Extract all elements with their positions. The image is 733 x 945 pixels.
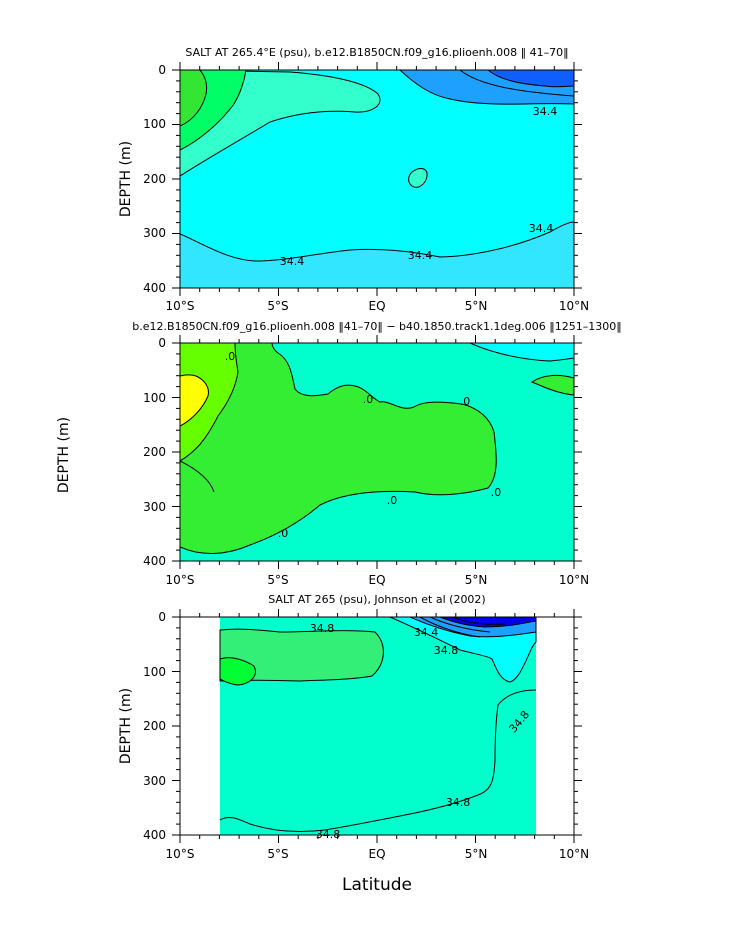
- panel-2-x-ticks: [179, 335, 575, 569]
- panel-2-contour-label-6: .0: [278, 527, 289, 540]
- panel-2-positive-anomaly-region: [180, 343, 497, 554]
- panel-2-contour-label-3: .0: [460, 395, 471, 408]
- panel-2-ytick-label: 300: [143, 500, 166, 514]
- panel-1-y-axis-label: DEPTH (m): [118, 141, 134, 217]
- panel-2-strong-anomaly-region: [180, 343, 239, 462]
- panel-3-xtick-label: 5°S: [267, 847, 288, 861]
- panel-1-title: SALT AT 265.4°E (psu), b.e12.B1850CN.f09…: [185, 46, 568, 59]
- panel-2-negative-anomaly-region: [469, 343, 574, 362]
- panel-1-contour-label-3: 34.4: [280, 255, 305, 268]
- panel-3-contour-label-5: 34.8: [446, 796, 471, 809]
- panel-3-inner-contour-2: [429, 617, 491, 633]
- panel-1-xtick-label: EQ: [368, 299, 385, 313]
- panel-3-ytick-label: 200: [143, 719, 166, 733]
- panel-2-title: b.e12.B1850CN.f09_g16.plioenh.008 ‖41–70…: [132, 320, 621, 333]
- panel-2-contour-label-1: .0: [225, 350, 236, 363]
- panel-3-ytick-label: 0: [158, 610, 166, 624]
- panel-1-freshest-core: [487, 70, 574, 88]
- panel-3: SALT AT 265 (psu), Johnson et al (2002) …: [118, 593, 589, 861]
- panel-2-contour-label-2: .0: [363, 393, 374, 406]
- panel-3-xtick-label: 5°N: [465, 847, 488, 861]
- panel-1-ytick-label: 0: [158, 63, 166, 77]
- panel-1: SALT AT 265.4°E (psu), b.e12.B1850CN.f09…: [118, 46, 589, 313]
- panel-2-axes: 10°S 5°S EQ 5°N 10°N 0 100 200 300 400 D…: [56, 335, 589, 587]
- panel-1-contour-label-1: 34.4: [533, 105, 558, 118]
- panel-1-xtick-label: 10°S: [166, 299, 195, 313]
- panel-3-contour-label-1: 34.8: [310, 622, 335, 635]
- panel-3-axes: 10°S 5°S EQ 5°N 10°N 0 100 200 300 400 D…: [118, 609, 589, 861]
- panel-1-ytick-label: 400: [143, 281, 166, 295]
- panel-1-axes: 10°S 5°S EQ 5°N 10°N 0 100 200 300 400 D…: [118, 62, 589, 313]
- x-axis-label: Latitude: [342, 875, 412, 895]
- panel-3-inner-contour-3: [451, 617, 506, 625]
- panel-1-highest-salinity-core: [180, 70, 208, 127]
- panel-2-xtick-label: EQ: [368, 573, 385, 587]
- panel-2-ytick-label: 100: [143, 391, 166, 405]
- panel-2-ytick-label: 200: [143, 445, 166, 459]
- panel-3-ytick-label: 400: [143, 828, 166, 842]
- panel-3-xtick-label: EQ: [368, 847, 385, 861]
- panel-1-contour-label-2: 34.4: [408, 249, 433, 262]
- panel-3-salty-surface-region: [219, 628, 384, 682]
- panel-1-xtick-label: 10°N: [559, 299, 589, 313]
- panel-3-xtick-label: 10°S: [166, 847, 195, 861]
- panel-2-inner-contour: [180, 460, 215, 493]
- panel-2-contour-label-4: .0: [491, 486, 502, 499]
- panel-3-xtick-label: 10°N: [559, 847, 589, 861]
- panel-1-ytick-label: 200: [143, 172, 166, 186]
- panel-2-xtick-label: 10°N: [559, 573, 589, 587]
- panel-1-deep-salty-region: [180, 221, 574, 288]
- panel-1-xtick-label: 5°N: [465, 299, 488, 313]
- panel-3-freshest-core: [439, 617, 537, 628]
- panel-1-contour-label-4: 34.4: [529, 222, 554, 235]
- panel-3-deep-contour: [219, 689, 537, 833]
- panel-2-contour-label-5: .0: [387, 494, 398, 507]
- panel-3-y-axis-label: DEPTH (m): [118, 688, 134, 764]
- panel-3-salty-core: [219, 657, 256, 686]
- panel-1-xtick-label: 5°S: [267, 299, 288, 313]
- panel-2-y-axis-label: DEPTH (m): [56, 417, 72, 493]
- panel-1-isolated-contour: [408, 168, 428, 188]
- panel-2: b.e12.B1850CN.f09_g16.plioenh.008 ‖41–70…: [56, 320, 622, 587]
- panel-2-ytick-label: 400: [143, 554, 166, 568]
- panel-2-y-ticks: [172, 342, 582, 562]
- panel-2-max-anomaly-core: [180, 374, 209, 427]
- panel-2-xtick-label: 5°N: [465, 573, 488, 587]
- panel-3-ytick-label: 100: [143, 665, 166, 679]
- panel-2-xtick-label: 10°S: [166, 573, 195, 587]
- panel-1-ytick-label: 300: [143, 226, 166, 240]
- panel-3-contour-label-4: 34.8: [316, 828, 341, 841]
- panel-1-ytick-label: 100: [143, 117, 166, 131]
- panel-1-y-ticks: [172, 69, 582, 289]
- panel-3-contour-label-2: 34.4: [414, 626, 439, 639]
- panel-3-y-ticks: [172, 616, 582, 836]
- panel-3-contour-label-3: 34.8: [434, 644, 459, 657]
- panel-3-title: SALT AT 265 (psu), Johnson et al (2002): [268, 593, 485, 606]
- panel-3-inner-contour-1: [419, 617, 481, 638]
- panel-2-ytick-label: 0: [158, 336, 166, 350]
- panel-3-ytick-label: 300: [143, 774, 166, 788]
- panel-3-x-ticks: [179, 609, 575, 843]
- panel-1-fresh-inner-contour: [459, 70, 574, 97]
- panel-2-positive-anomaly-east: [530, 374, 574, 396]
- panel-2-xtick-label: 5°S: [267, 573, 288, 587]
- panel-1-x-ticks: [179, 62, 575, 296]
